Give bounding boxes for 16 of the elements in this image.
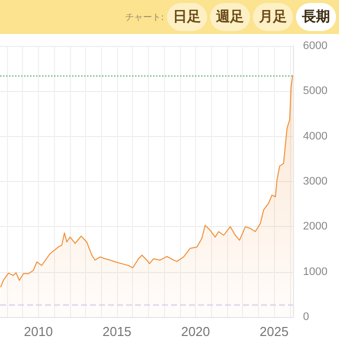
text: 月足 <box>253 3 293 31</box>
y-tick-label: 0 <box>303 311 310 323</box>
x-tick-label: 2025 <box>260 324 289 339</box>
text: チャート: <box>124 12 164 24</box>
x-tick-label: 2010 <box>24 324 53 339</box>
text: 週足 <box>210 3 250 31</box>
y-tick-label: 2000 <box>303 220 328 233</box>
y-tick-label: 5000 <box>303 85 328 98</box>
y-tick-label: 4000 <box>303 130 328 142</box>
x-tick-label: 2015 <box>102 324 132 339</box>
x-tick-label: 2020 <box>181 324 210 339</box>
y-tick-label: 3000 <box>303 176 328 188</box>
y-tick-label: 1000 <box>303 266 328 278</box>
text: 日足 <box>167 3 207 31</box>
text: 長期 <box>296 3 336 31</box>
y-tick-label: 6000 <box>303 40 328 52</box>
